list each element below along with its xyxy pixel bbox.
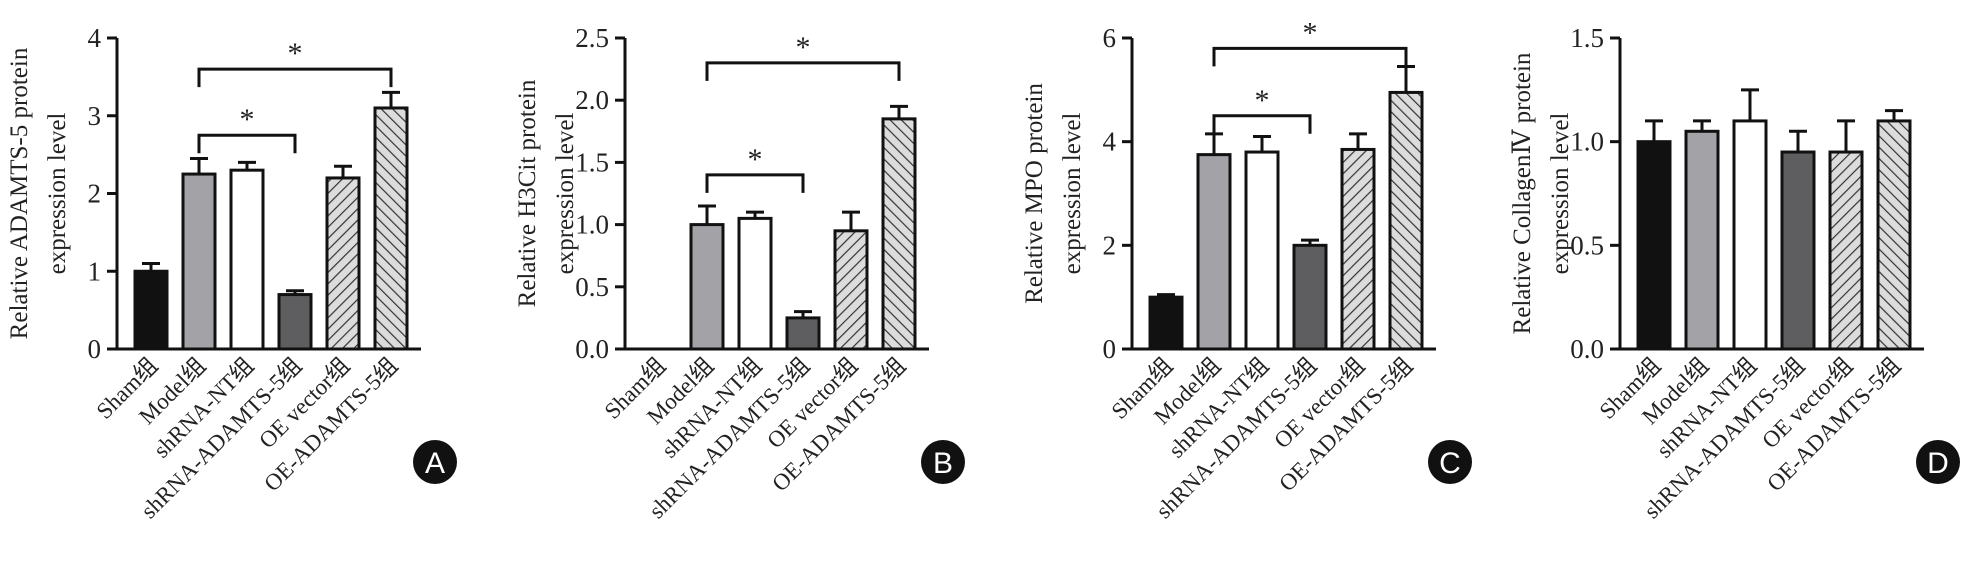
y-tick-label: 0.0 [1570, 334, 1604, 364]
y-tick-label: 0 [88, 334, 102, 364]
y-tick-label: 1.5 [1570, 23, 1604, 53]
y-tick-label: 2 [88, 179, 102, 209]
bar [1292, 243, 1328, 351]
panel-letter-badge [413, 440, 457, 484]
bar [133, 269, 169, 351]
y-tick-label: 0.0 [575, 334, 609, 364]
bar [229, 168, 265, 351]
bar [373, 106, 409, 351]
y-tick-label: 2.0 [575, 85, 609, 115]
bar [1388, 90, 1424, 351]
y-tick-label: 1.0 [575, 210, 609, 240]
y-axis-label: expression level [1059, 113, 1086, 275]
y-tick-label: 0.5 [575, 272, 609, 302]
significance-star: * [796, 31, 811, 64]
panel-letter: C [1439, 447, 1461, 480]
y-axis-label: Relative H3Cit protein [514, 79, 541, 307]
bar [1780, 150, 1816, 351]
bar [737, 216, 773, 351]
bar [689, 223, 725, 351]
significance-bracket [705, 173, 805, 193]
bar [277, 293, 313, 351]
bar [1636, 140, 1672, 351]
bar [1196, 153, 1232, 351]
bar [881, 117, 917, 351]
panel-c: Relative MPO protein expression level 0 2 4 6… [1021, 16, 1472, 523]
panel-letter-badge [1916, 440, 1960, 484]
y-tick-label: 2.5 [575, 23, 609, 53]
panel-b: Relative H3Cit protein expression level0.… [514, 23, 965, 523]
significance-star: * [1303, 16, 1318, 49]
panel-letter: D [1927, 447, 1949, 480]
y-tick-label: 1.0 [1570, 127, 1604, 157]
bar [1340, 147, 1376, 351]
y-tick-label: 0.5 [1570, 230, 1604, 260]
panel-a: Relative ADAMTS-5 protein expression leve… [6, 23, 457, 523]
y-tick-label: 0 [1103, 334, 1117, 364]
y-tick-label: 3 [88, 101, 102, 131]
significance-bracket [705, 61, 901, 81]
y-tick-label: 1.5 [575, 147, 609, 177]
bar [1684, 129, 1720, 351]
y-tick-label: 2 [1103, 230, 1117, 260]
significance-star: * [748, 143, 763, 176]
y-tick-label: 6 [1103, 23, 1117, 53]
significance-star: * [288, 37, 303, 70]
bar [181, 172, 217, 351]
y-axis-label: expression level [44, 113, 71, 275]
bar [1876, 119, 1912, 351]
y-axis-label: expression level [1547, 113, 1574, 275]
bar [1244, 150, 1280, 351]
bar [1828, 150, 1864, 351]
bar [1732, 119, 1768, 351]
significance-star: * [1255, 84, 1270, 117]
significance-star: * [240, 103, 255, 136]
bar [325, 176, 361, 351]
y-axis-label: expression level [552, 113, 579, 275]
panel-letter: A [425, 447, 445, 480]
panel-letter-badge [921, 440, 965, 484]
bar [833, 229, 869, 351]
panel-letter: B [933, 447, 953, 480]
significance-bracket [197, 133, 297, 154]
bar [785, 316, 821, 351]
significance-bracket [1212, 114, 1312, 134]
bar [1148, 295, 1184, 351]
y-tick-label: 4 [1103, 127, 1117, 157]
significance-bracket [1212, 46, 1408, 67]
y-tick-label: 4 [88, 23, 102, 53]
panel-letter-badge [1428, 440, 1472, 484]
y-tick-label: 1 [88, 256, 102, 286]
significance-bracket [197, 67, 393, 88]
panel-d: Relative CollagenⅣ protein expression lev… [1509, 23, 1960, 523]
y-axis-label: Relative ADAMTS-5 protein [6, 47, 33, 339]
y-axis-label: Relative MPO protein [1021, 83, 1048, 304]
y-axis-label: Relative CollagenⅣ protein [1509, 52, 1536, 334]
